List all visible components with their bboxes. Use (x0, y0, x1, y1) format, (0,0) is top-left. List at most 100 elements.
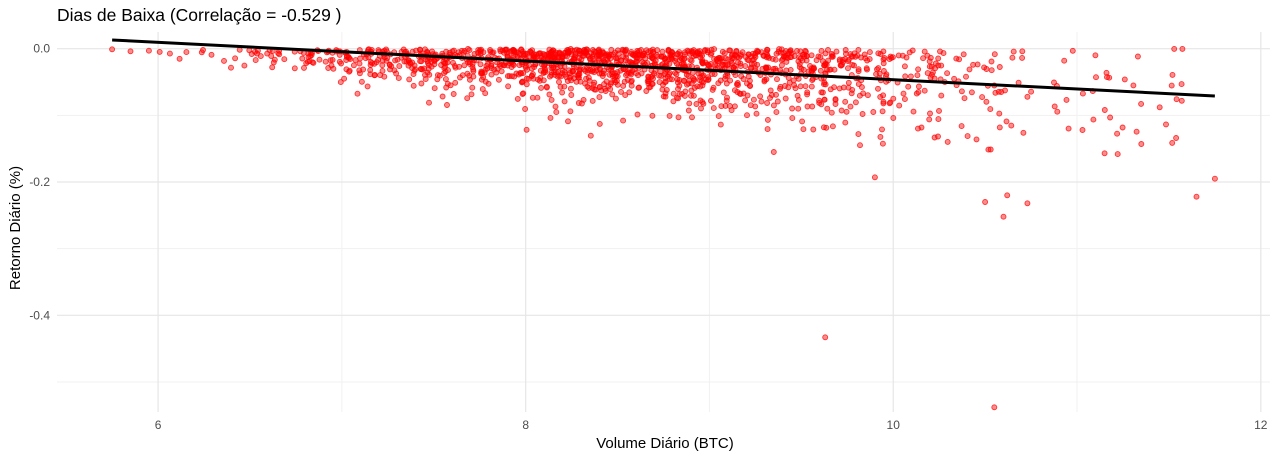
data-point (156, 48, 163, 55)
data-point (1114, 151, 1121, 158)
data-point (973, 136, 980, 143)
data-point (958, 123, 965, 130)
data-point (877, 93, 884, 100)
data-point (546, 91, 553, 98)
data-point (766, 54, 772, 61)
data-point (767, 87, 774, 94)
data-point (832, 101, 839, 107)
data-point (596, 83, 603, 90)
data-point (926, 63, 933, 70)
data-point (521, 51, 528, 58)
data-point (808, 52, 815, 59)
data-point (480, 49, 487, 56)
data-point (1138, 141, 1145, 147)
data-point (932, 60, 939, 67)
data-point (632, 59, 639, 65)
data-point (354, 90, 361, 97)
data-point (327, 57, 334, 64)
data-point (241, 62, 248, 69)
data-point (864, 57, 871, 64)
data-point (330, 65, 337, 72)
data-point (956, 56, 963, 63)
data-point (450, 59, 456, 66)
data-point (511, 48, 518, 55)
data-point (668, 55, 675, 62)
data-point (1178, 81, 1185, 88)
data-point (276, 51, 283, 58)
data-point (291, 65, 298, 72)
data-point (561, 98, 568, 105)
data-point (457, 74, 463, 81)
data-point (717, 121, 724, 128)
data-point (506, 73, 513, 80)
data-point (485, 80, 492, 87)
data-point (562, 71, 569, 78)
data-point (890, 115, 897, 121)
data-point (383, 57, 390, 64)
data-point (798, 65, 805, 72)
data-point (596, 94, 603, 101)
data-point (624, 76, 631, 83)
data-point (660, 93, 667, 100)
data-point (426, 99, 432, 106)
data-point (605, 53, 612, 60)
data-point (685, 107, 692, 114)
data-point (964, 133, 971, 140)
data-point (823, 124, 830, 131)
data-point (896, 102, 903, 109)
data-point (693, 101, 700, 107)
data-point (556, 79, 562, 85)
data-point (753, 110, 760, 117)
data-point (565, 46, 572, 53)
data-point (748, 65, 755, 72)
data-point (991, 404, 998, 411)
data-point (722, 102, 729, 109)
data-point (109, 46, 116, 53)
data-point (676, 91, 683, 98)
data-point (530, 52, 537, 59)
data-point (961, 95, 968, 102)
data-point (599, 73, 606, 79)
data-point (715, 80, 722, 87)
data-point (795, 105, 802, 112)
data-point (810, 126, 817, 133)
data-point (880, 100, 887, 107)
data-point (821, 96, 828, 103)
data-point (1168, 82, 1175, 89)
data-point (431, 85, 438, 92)
data-point (618, 88, 624, 95)
data-point (1003, 118, 1010, 125)
data-point (357, 55, 364, 62)
data-point (554, 64, 561, 71)
data-point (1133, 128, 1140, 135)
data-point (845, 79, 852, 86)
data-point (758, 98, 765, 105)
data-point (478, 69, 485, 76)
data-point (970, 61, 977, 68)
data-point (1119, 124, 1126, 131)
data-point (675, 114, 682, 121)
data-point (623, 46, 630, 53)
data-point (367, 67, 374, 74)
data-point (577, 66, 584, 73)
data-point (1169, 139, 1176, 146)
data-point (461, 62, 468, 69)
data-point (863, 65, 870, 72)
data-point (773, 50, 780, 57)
data-point (1169, 71, 1176, 78)
data-point (822, 334, 829, 341)
data-point (568, 51, 575, 58)
data-point (649, 112, 656, 119)
data-point (799, 57, 806, 64)
data-point (1101, 107, 1108, 113)
data-point (470, 66, 477, 73)
data-point (1008, 122, 1015, 129)
data-point (452, 64, 459, 71)
data-point (913, 90, 920, 97)
data-point (710, 105, 717, 112)
data-point (422, 76, 429, 83)
data-point (417, 46, 423, 53)
data-point (981, 64, 988, 71)
data-point (958, 88, 965, 95)
data-point (648, 80, 655, 87)
